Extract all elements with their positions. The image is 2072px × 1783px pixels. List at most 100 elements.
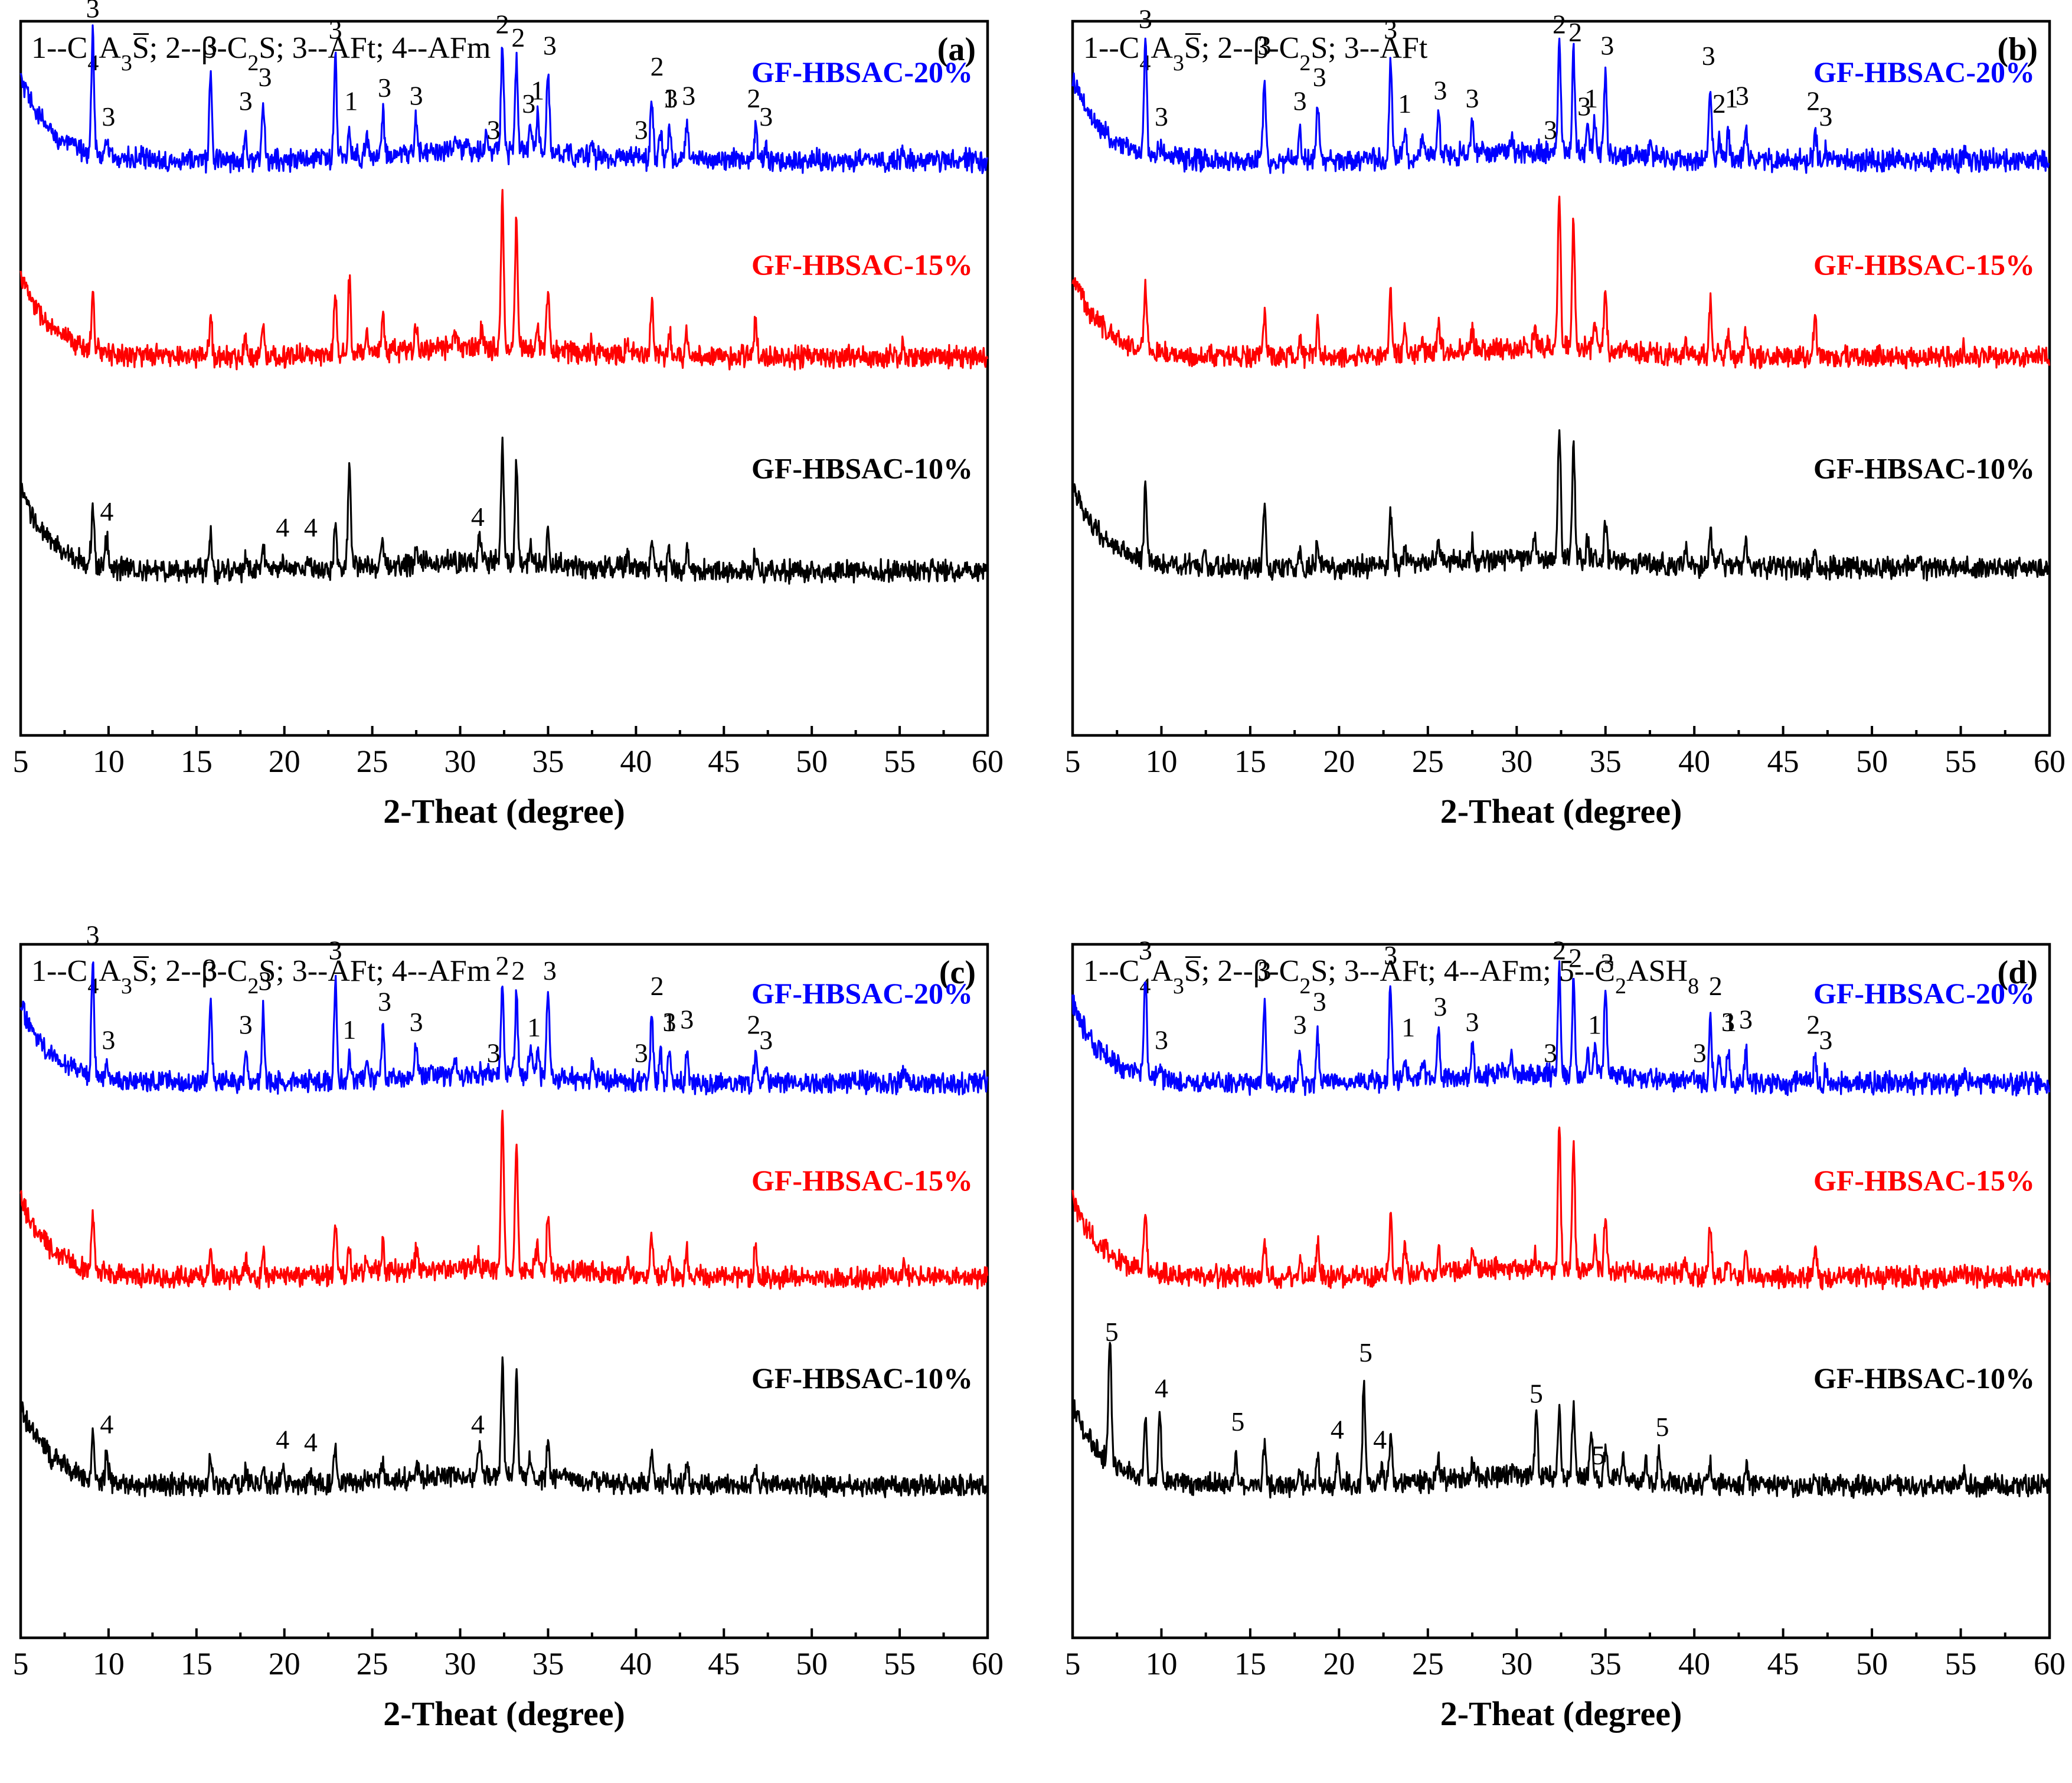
x-tick-label: 50 [1856, 1646, 1888, 1681]
peak-label: 1 [342, 1015, 356, 1045]
peak-label: 2 [511, 22, 525, 53]
x-tick-label: 50 [796, 1646, 828, 1681]
xrd-trace-gf-hbsac-10- [19, 1356, 989, 1499]
series-label: GF-HBSAC-15% [1813, 1164, 2035, 1197]
x-tick-label: 30 [445, 744, 476, 779]
peak-label: 2 [651, 971, 664, 1001]
peak-label: 4 [1155, 1373, 1168, 1404]
peak-label: 4 [471, 1409, 485, 1440]
x-tick-label: 30 [445, 1646, 476, 1681]
series-label: GF-HBSAC-20% [1813, 55, 2035, 89]
x-tick-label: 5 [1065, 744, 1081, 779]
peak-label: 3 [204, 30, 217, 60]
xrd-trace-gf-hbsac-10- [20, 436, 989, 585]
peak-label: 3 [1313, 986, 1326, 1016]
peak-label: 4 [100, 1409, 113, 1440]
x-tick-label: 15 [1234, 744, 1266, 779]
peak-label: 3 [1139, 4, 1152, 34]
peak-label: 4 [100, 496, 113, 526]
peak-label: 2 [496, 950, 509, 980]
x-tick-label: 60 [2034, 1646, 2066, 1681]
peak-label: 3 [1313, 62, 1326, 92]
xrd-trace-gf-hbsac-15- [19, 189, 989, 371]
peak-label: 3 [1257, 956, 1271, 986]
x-tick-label: 35 [1590, 1646, 1622, 1681]
x-axis-label: 2-Theat (degree) [383, 792, 625, 830]
x-axis-label: 2-Theat (degree) [383, 1694, 625, 1733]
x-tick-label: 5 [13, 1646, 29, 1681]
peak-label: 3 [329, 14, 342, 44]
xrd-trace-gf-hbsac-20- [19, 24, 989, 174]
x-tick-label: 5 [13, 744, 29, 779]
peak-label: 3 [1544, 115, 1557, 145]
peak-label: 5 [1105, 1317, 1119, 1347]
peak-label: 3 [329, 935, 342, 965]
peak-label: 4 [304, 1427, 318, 1457]
legend-text: 1--C4A3S̅; 2--β-C2S; 3--AFt [1083, 31, 1428, 76]
x-tick-label: 20 [269, 744, 300, 779]
peak-label: 3 [1600, 948, 1614, 978]
x-tick-label: 10 [1145, 1646, 1177, 1681]
x-tick-label: 15 [181, 1646, 213, 1681]
peak-label: 3 [543, 956, 557, 986]
chart-panel-2: 1--C4A3S̅; 2--β-C2S; 3--AFt (b) 5 10 15 20 25 3… [1065, 4, 2066, 830]
panel-label: (a) [937, 31, 976, 68]
peak-label: 3 [86, 0, 100, 24]
peak-label: 1 [344, 86, 358, 116]
peak-label: 3 [1544, 1038, 1557, 1068]
peak-label: 3 [204, 956, 217, 986]
peak-label: 3 [1433, 992, 1447, 1022]
x-tick-label: 10 [1145, 744, 1177, 779]
peak-label: 2 [1806, 86, 1820, 116]
peak-label: 2 [1709, 971, 1723, 1001]
peak-label: 1 [662, 1007, 676, 1037]
peak-label: 5 [1530, 1378, 1543, 1408]
x-tick-label: 25 [357, 1646, 388, 1681]
peak-label: 1 [1725, 83, 1738, 113]
peak-label: 3 [635, 115, 648, 145]
peak-label: 3 [1466, 1007, 1479, 1037]
peak-label: 3 [378, 73, 391, 103]
x-tick-label: 35 [1590, 744, 1622, 779]
x-tick-label: 10 [93, 1646, 125, 1681]
peak-label: 3 [759, 102, 773, 132]
x-tick-label: 30 [1501, 744, 1532, 779]
peak-label: 4 [1373, 1425, 1387, 1455]
peak-label: 1 [662, 83, 676, 113]
peak-label: 5 [1591, 1440, 1605, 1470]
x-tick-label: 25 [357, 744, 388, 779]
xrd-trace-gf-hbsac-20- [1071, 37, 2050, 174]
x-tick-label: 40 [1678, 744, 1710, 779]
peak-label: 2 [1806, 1009, 1820, 1039]
peak-label: 3 [410, 1007, 423, 1037]
peak-label: 1 [1584, 83, 1598, 113]
peak-label: 4 [471, 502, 485, 532]
peak-label: 3 [1384, 14, 1397, 44]
panel-label: (c) [939, 954, 976, 991]
peak-label: 3 [1721, 1007, 1735, 1037]
peak-label: 3 [102, 102, 115, 132]
chart-panel-3: 1--C4A3S̅; 2--β-C2S; 3--AFt; 4--AFm (c) 5 1… [13, 920, 1004, 1733]
xrd-trace-gf-hbsac-15- [1071, 195, 2051, 369]
x-tick-label: 45 [1767, 1646, 1799, 1681]
x-tick-label: 35 [532, 744, 564, 779]
peak-label: 3 [1155, 1025, 1168, 1055]
peak-label: 3 [258, 966, 272, 996]
peak-label: 3 [1736, 80, 1749, 110]
peak-label: 3 [1155, 102, 1168, 132]
x-tick-label: 60 [2034, 744, 2066, 779]
series-label: GF-HBSAC-15% [1813, 248, 2035, 282]
peak-label: 1 [1723, 1007, 1737, 1037]
peak-label: 3 [1139, 935, 1152, 965]
x-tick-label: 60 [972, 1646, 1004, 1681]
series-label: GF-HBSAC-15% [751, 1164, 973, 1197]
peak-label: 3 [410, 80, 423, 110]
peak-label: 3 [1433, 75, 1447, 105]
series-label: GF-HBSAC-10% [751, 1362, 973, 1395]
peak-label: 3 [487, 1038, 501, 1068]
xrd-trace-gf-hbsac-15- [19, 1110, 989, 1291]
peak-label: 3 [635, 1038, 648, 1068]
peak-label: 1 [531, 75, 544, 105]
x-tick-label: 55 [1945, 1646, 1977, 1681]
peak-label: 1 [1401, 1012, 1415, 1042]
